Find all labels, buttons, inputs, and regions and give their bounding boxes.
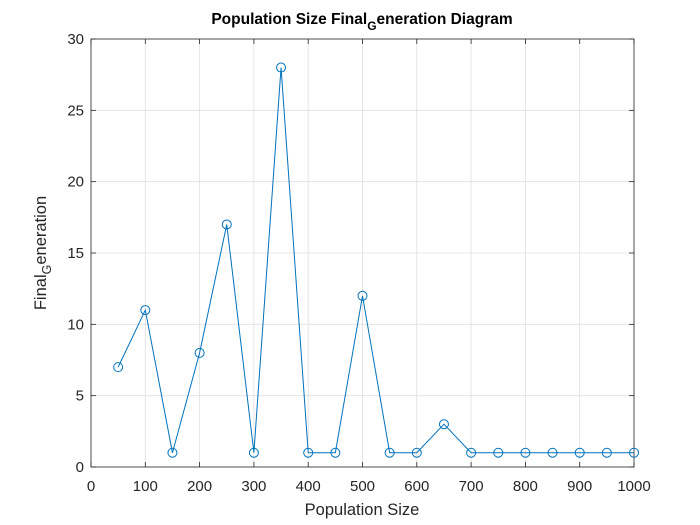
x-axis-label: Population Size xyxy=(305,501,420,519)
data-point xyxy=(411,447,422,458)
chart-title-subscript: G xyxy=(367,19,376,33)
x-tick-label: 800 xyxy=(513,478,538,495)
series-group xyxy=(113,62,639,458)
x-tick-label: 400 xyxy=(296,478,321,495)
chart-title-main: Population Size Final xyxy=(211,11,367,28)
data-point xyxy=(221,219,232,230)
x-tick-label: 1000 xyxy=(617,478,650,495)
data-point xyxy=(520,447,531,458)
x-tick-label: 100 xyxy=(133,478,158,495)
x-tick-label: 200 xyxy=(187,478,212,495)
chart-title-rest: eneration Diagram xyxy=(377,11,513,28)
data-point xyxy=(113,362,124,373)
y-axis-label-main: Final xyxy=(32,274,50,310)
data-point xyxy=(248,447,259,458)
data-point xyxy=(384,447,395,458)
y-tick-label: 30 xyxy=(67,31,84,48)
data-point xyxy=(303,447,314,458)
y-tick-labels: 0 5 10 15 20 25 30 xyxy=(67,31,84,476)
data-point xyxy=(466,447,477,458)
y-axis-label: FinalGeneration xyxy=(32,196,54,310)
data-point xyxy=(140,305,151,316)
y-tick-label: 20 xyxy=(67,174,84,191)
y-tick-label: 25 xyxy=(67,102,84,119)
data-point xyxy=(357,290,368,301)
data-point xyxy=(167,447,178,458)
y-axis-label-subscript: G xyxy=(40,265,54,275)
tick-marks xyxy=(90,38,635,468)
data-point xyxy=(194,347,205,358)
y-tick-label: 5 xyxy=(76,388,84,405)
data-point xyxy=(493,447,504,458)
x-tick-label: 900 xyxy=(567,478,592,495)
x-tick-labels: 0 100 200 300 400 500 600 700 800 900 1000 xyxy=(87,478,651,495)
data-point xyxy=(438,419,449,430)
x-tick-label: 600 xyxy=(404,478,429,495)
x-tick-label: 700 xyxy=(459,478,484,495)
x-tick-label: 300 xyxy=(241,478,266,495)
x-tick-label: 0 xyxy=(87,478,95,495)
data-point xyxy=(629,447,639,458)
data-point xyxy=(276,62,287,73)
data-point xyxy=(601,447,612,458)
y-tick-label: 10 xyxy=(67,316,84,333)
data-point xyxy=(330,447,341,458)
y-tick-label: 0 xyxy=(76,459,84,476)
data-point xyxy=(547,447,558,458)
x-tick-label: 500 xyxy=(350,478,375,495)
y-tick-label: 15 xyxy=(67,245,84,262)
y-axis-label-rest: eneration xyxy=(32,196,50,265)
data-point xyxy=(574,447,585,458)
chart-title: Population Size FinalGeneration Diagram xyxy=(211,11,512,33)
